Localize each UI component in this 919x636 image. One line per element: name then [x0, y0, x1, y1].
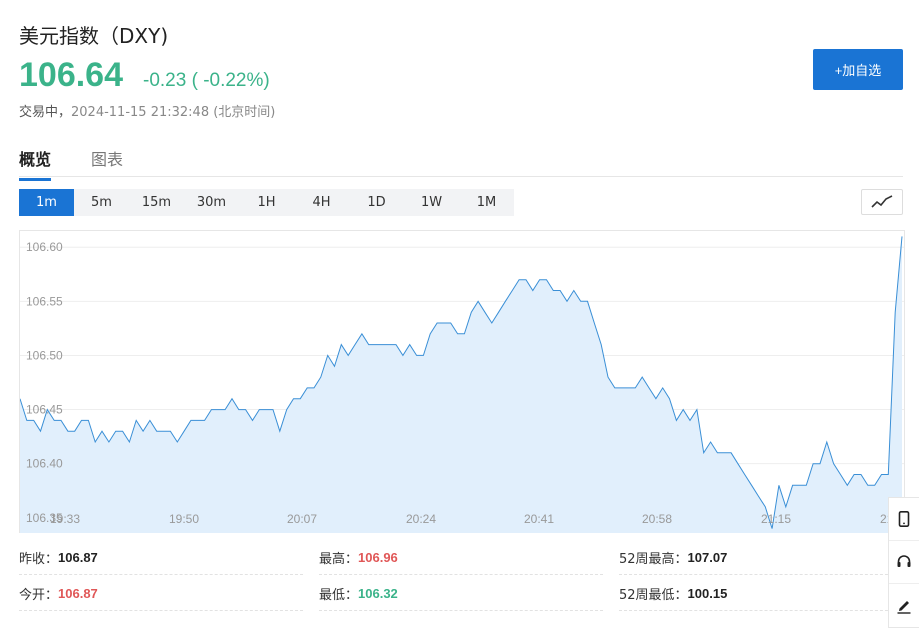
series-line — [20, 236, 903, 529]
y-tick-label: 106.45 — [26, 403, 63, 417]
mobile-icon — [898, 511, 910, 527]
period-15m[interactable]: 15m — [141, 195, 172, 210]
stat-value: 106.87 — [58, 585, 98, 601]
x-tick-label: 19:50 — [169, 512, 199, 526]
pencil-icon — [897, 600, 911, 614]
y-tick-label: 106.55 — [26, 294, 63, 308]
trading-status: 交易中，2024-11-15 21:32:48 (北京时间) — [19, 101, 275, 120]
x-tick-label: 21:15 — [761, 512, 791, 526]
page-title: 美元指数（DXY) — [19, 24, 169, 48]
line-chart-icon — [871, 195, 893, 208]
y-tick-label: 106.40 — [26, 457, 63, 471]
chart-type-button[interactable] — [861, 189, 903, 215]
stat-label: 52周最高： — [619, 551, 688, 567]
stat-label: 今开： — [19, 587, 59, 603]
stat-low: 最低： 106.32 — [319, 576, 603, 611]
period-5m[interactable]: 5m — [91, 195, 112, 210]
stat-value: 106.32 — [358, 585, 398, 601]
y-tick-label: 106.50 — [26, 348, 63, 362]
price-chart-svg: 106.60 106.55 106.50 106.45 106.40 106.3519:3… — [20, 236, 904, 533]
stat-52w-high: 52周最高： 107.07 — [619, 540, 903, 575]
y-tick-label: 106.35 — [26, 511, 63, 525]
status-timestamp: 2024-11-15 21:32:48 (北京时间) — [71, 105, 276, 120]
support-button[interactable] — [889, 541, 919, 584]
headset-icon — [897, 555, 911, 567]
stat-52w-low: 52周最低： 100.15 — [619, 576, 903, 611]
tab-bar: 概览 图表 — [19, 142, 903, 181]
stat-open: 今开： 106.87 — [19, 576, 303, 611]
x-tick-label: 20:41 — [524, 512, 554, 526]
stat-label: 最低： — [319, 587, 359, 603]
period-4h[interactable]: 4H — [312, 195, 331, 210]
period-30m[interactable]: 30m — [196, 195, 227, 210]
x-tick-label: 19:33 — [50, 512, 80, 526]
stat-value: 100.15 — [687, 585, 728, 601]
side-toolbar — [888, 497, 919, 628]
tab-chart[interactable]: 图表 — [91, 150, 124, 169]
stat-label: 52周最低： — [619, 587, 688, 603]
period-1w[interactable]: 1W — [420, 195, 443, 210]
period-selector: 1m 5m 15m 30m 1H 4H 1D 1W 1M — [19, 189, 514, 216]
feedback-button[interactable] — [889, 584, 919, 627]
stat-label: 昨收： — [19, 551, 59, 567]
mobile-button[interactable] — [889, 498, 919, 541]
x-tick-label: 20:58 — [642, 512, 672, 526]
period-1h[interactable]: 1H — [257, 195, 276, 210]
stat-value: 107.07 — [687, 549, 728, 565]
period-1mo[interactable]: 1M — [476, 195, 497, 210]
tab-overview[interactable]: 概览 — [19, 146, 52, 181]
x-tick-label: 20:07 — [287, 512, 317, 526]
status-label: 交易中， — [19, 105, 72, 120]
price-chart[interactable]: 106.60 106.55 106.50 106.45 106.40 106.35 19:3… — [19, 230, 905, 533]
current-price: 106.64 — [19, 56, 123, 94]
price-row: 106.64 -0.23 ( -0.22%) — [19, 56, 270, 95]
x-tick-label: 20:24 — [406, 512, 436, 526]
stat-prev-close: 昨收： 106.87 — [19, 540, 303, 575]
stat-value: 106.87 — [58, 549, 98, 565]
stat-label: 最高： — [319, 551, 359, 567]
add-watchlist-button[interactable]: +加自选 — [813, 49, 903, 90]
series-area — [20, 236, 902, 533]
stat-value: 106.96 — [358, 549, 398, 565]
price-change: -0.23 ( -0.22%) — [143, 70, 270, 91]
stat-high: 最高： 106.96 — [319, 540, 603, 575]
period-1m[interactable]: 1m — [19, 189, 74, 216]
y-tick-label: 106.60 — [26, 240, 63, 254]
period-1d[interactable]: 1D — [367, 195, 386, 210]
